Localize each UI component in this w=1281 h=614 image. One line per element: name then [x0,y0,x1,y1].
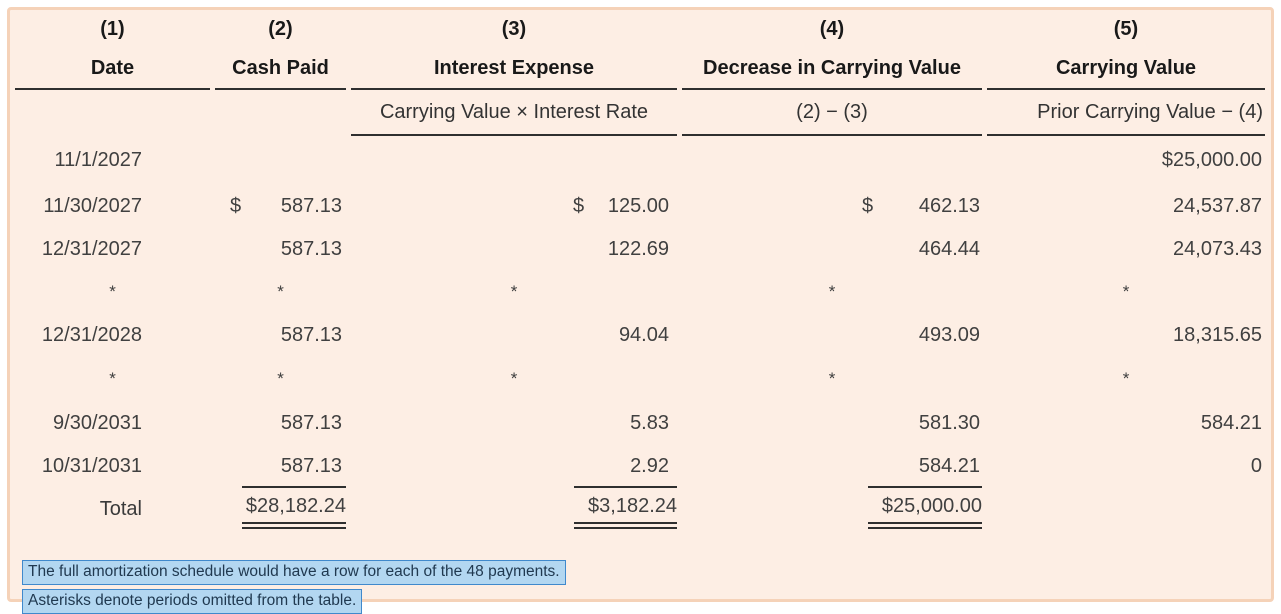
cell-interest-expense: 2.92 [630,454,669,477]
formula-carrying-value: Prior Carrying Value − (4) [987,90,1265,136]
cell-carrying-value: 24,073.43 [1173,237,1262,260]
col-header-interest-expense: Interest Expense [351,48,677,90]
cell-interest-expense: 94.04 [618,324,669,346]
cell-value: 462.13 [918,194,980,217]
total-label: Total [99,498,142,520]
cell-carrying-value: $25,000.00 [1161,148,1262,171]
total-cash-paid: $28,182.24 [215,486,346,554]
col-header-decrease-in-carrying-value: Decrease in Carrying Value [682,48,982,90]
cell-decrease: 464.44 [918,237,980,260]
total-carrying-value-empty [987,486,1265,554]
cell-cash-paid [215,136,346,184]
formula-interest-expense: Carrying Value × Interest Rate [351,90,677,136]
col-header-date: Date [15,48,210,90]
dollar-sign: $ [573,194,585,217]
asterisk: * [277,282,284,301]
amortization-schedule-panel: (1) (2) (3) (4) (5) Date Cash Paid Inter… [7,7,1274,614]
total-decrease-amount: $25,000.00 [867,486,982,529]
cell-carrying-value: 18,315.65 [1173,324,1262,346]
asterisk: * [277,369,284,388]
col-header-cash-paid: Cash Paid [215,48,346,90]
asterisk: * [1122,282,1130,301]
cell-cash-paid: 587.13 [280,412,342,434]
asterisk: * [510,282,518,301]
table-row: 11/30/2027 $587.13 $125.00 $462.13 24,53… [15,184,1265,228]
cell-decrease: $462.13 [682,184,982,228]
asterisk: * [1122,369,1130,388]
asterisk: * [109,282,116,301]
cell-date: 12/31/2028 [41,324,142,346]
cell-interest-expense [351,136,677,184]
table-row: 12/31/2028 587.13 94.04 493.09 18,315.65 [15,314,1265,357]
col-number-1: (1) [100,17,125,40]
table-row: 10/31/2031 587.13 2.92 584.21 0 [15,446,1265,486]
cell-interest-expense: 5.83 [630,412,669,434]
asterisk: * [510,369,518,388]
footnote-highlight: The full amortization schedule would hav… [22,560,566,585]
cell-carrying-value: 0 [1250,454,1262,477]
cell-date: 9/30/2031 [53,412,142,434]
asterisk: * [828,282,836,301]
col-number-2: (2) [268,17,293,40]
cell-cash-paid: $587.13 [215,184,346,228]
footnote-line: Asterisks denote periods omitted from th… [22,589,1271,614]
col-number-4: (4) [819,17,845,40]
table-row: 9/30/2031 587.13 5.83 581.30 584.21 [15,401,1265,446]
formula-decrease-in-carrying-value: (2) − (3) [682,90,982,136]
column-number-row: (1) (2) (3) (4) (5) [15,10,1265,48]
cell-carrying-value: 584.21 [1200,412,1262,434]
cell-value: 125.00 [607,194,669,217]
cell-date: 11/30/2027 [43,194,142,217]
cell-date: 10/31/2031 [41,454,142,477]
cell-date: 11/1/2027 [54,148,143,171]
cell-decrease: 584.21 [918,454,980,477]
dollar-sign: $ [230,194,242,217]
cell-cash-paid: 587.13 [280,454,342,477]
cell-decrease: 581.30 [918,412,980,434]
cell-date: 12/31/2027 [41,237,142,260]
cell-decrease: 493.09 [918,324,980,346]
footnote-line: The full amortization schedule would hav… [22,560,1271,585]
asterisk: * [109,369,116,388]
footnote-highlight: Asterisks denote periods omitted from th… [22,589,363,614]
col-number-3: (3) [501,17,527,40]
cell-interest-expense: 122.69 [607,237,669,260]
col-header-carrying-value: Carrying Value [987,48,1265,90]
cell-value: 587.13 [280,194,342,217]
asterisk: * [828,369,836,388]
cell-cash-paid: 587.13 [280,237,342,260]
amortization-table: (1) (2) (3) (4) (5) Date Cash Paid Inter… [10,10,1270,554]
table-row: 11/1/2027 $25,000.00 [15,136,1265,184]
formula-cash-paid-empty [215,90,346,136]
col-number-5: (5) [1113,17,1139,40]
formula-row: Carrying Value × Interest Rate (2) − (3)… [15,90,1265,136]
total-cash-paid-amount: $28,182.24 [241,486,346,529]
cell-cash-paid: 587.13 [280,324,342,346]
total-row: Total $28,182.24 $3,182.24 $25,000.00 [15,486,1265,554]
cell-interest-expense: $125.00 [351,184,677,228]
footnotes: The full amortization schedule would hav… [22,560,1271,614]
total-interest-expense: $3,182.24 [351,486,677,554]
omitted-periods-row: * * * * * [15,357,1265,401]
formula-date-empty [15,90,210,136]
total-interest-expense-amount: $3,182.24 [574,486,677,529]
column-label-row: Date Cash Paid Interest Expense Decrease… [15,48,1265,90]
cell-carrying-value: 24,537.87 [1173,194,1262,217]
dollar-sign: $ [862,194,874,217]
cell-decrease [682,136,982,184]
table-row: 12/31/2027 587.13 122.69 464.44 24,073.4… [15,228,1265,270]
omitted-periods-row: * * * * * [15,270,1265,314]
total-decrease: $25,000.00 [682,486,982,554]
